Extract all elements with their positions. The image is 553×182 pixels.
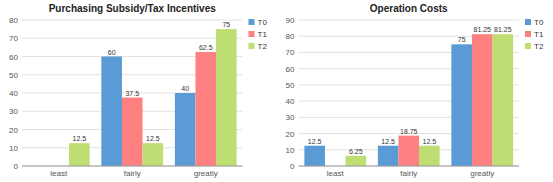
legend: T0 T1 T2 [525, 18, 544, 51]
y-tick-label: 40 [286, 97, 295, 106]
data-label: 12.5 [308, 138, 322, 145]
data-label: 37.5 [125, 90, 139, 97]
legend-swatch [249, 31, 255, 37]
bar [346, 156, 367, 166]
panel: Purchasing Subsidy/Tax Incentives 0 10 20 30… [9, 3, 267, 178]
y-tick-label: 40 [9, 89, 18, 98]
title: Operation Costs [370, 3, 448, 14]
y-tick-label: 70 [286, 48, 295, 57]
bar [69, 143, 90, 166]
data-labels: 60 40 37.5 62.5 12.5 12.5 75 [73, 21, 231, 142]
data-label: 75 [222, 21, 230, 28]
bar [122, 98, 143, 166]
grid-line [22, 20, 243, 21]
data-label: 81.25 [494, 26, 512, 33]
y-tick-label: 20 [9, 126, 18, 135]
y-tick-label: 60 [286, 65, 295, 74]
x-axis-line [22, 166, 243, 167]
bar [451, 44, 472, 166]
y-tick-label: 0 [14, 162, 19, 171]
legend-label: T1 [534, 30, 544, 39]
y-tick-label: 90 [286, 16, 295, 25]
legend-label: T0 [258, 18, 268, 27]
bar [398, 136, 419, 166]
data-label: 60 [108, 49, 116, 56]
data-label: 62.5 [199, 44, 213, 51]
x-axis-line [299, 166, 520, 167]
legend-swatch [525, 31, 531, 37]
bar [472, 34, 493, 166]
legend-swatch [525, 19, 531, 25]
data-label: 12.5 [423, 138, 437, 145]
legend-label: T1 [258, 30, 268, 39]
bar [216, 29, 237, 166]
data-label: 81.25 [473, 26, 491, 33]
bars [69, 29, 237, 166]
bar [419, 146, 440, 166]
x-tick-label: fairly [400, 169, 417, 178]
bars [304, 34, 513, 166]
y-tick-label: 10 [286, 146, 295, 155]
y-tick-label: 70 [9, 34, 18, 43]
grid-line [22, 38, 243, 39]
x-tick-label: greatly [470, 169, 494, 178]
y-tick-label: 30 [286, 113, 295, 122]
y-tick-label: 30 [9, 107, 18, 116]
bar [175, 93, 196, 166]
chart-canvas: Purchasing Subsidy/Tax Incentives 0 10 20 30… [0, 0, 553, 182]
bar [378, 146, 399, 166]
legend-label: T2 [534, 42, 544, 51]
legend-label: T2 [258, 42, 268, 51]
y-tick-label: 10 [9, 144, 18, 153]
data-label: 40 [181, 85, 189, 92]
x-tick-label: least [327, 169, 345, 178]
x-tick-label: fairly [124, 169, 141, 178]
bar [195, 52, 216, 166]
grid-line [299, 166, 520, 167]
grid-line [299, 20, 520, 21]
data-labels: 12.5 12.5 75 18.75 81.25 6.25 12.5 81.25 [308, 26, 512, 155]
legend-swatch [249, 19, 255, 25]
bar [101, 57, 122, 167]
data-label: 18.75 [400, 128, 418, 135]
y-tick-label: 80 [286, 32, 295, 41]
x-tick-label: least [50, 169, 68, 178]
legend-swatch [525, 43, 531, 49]
y-tick-label: 0 [290, 162, 295, 171]
y-tick-label: 20 [286, 130, 295, 139]
bar [304, 146, 325, 166]
data-label: 12.5 [381, 138, 395, 145]
data-label: 12.5 [73, 135, 87, 142]
y-tick-label: 80 [9, 16, 18, 25]
bar [493, 34, 514, 166]
legend-swatch [249, 43, 255, 49]
data-label: 6.25 [349, 148, 363, 155]
y-tick-label: 50 [286, 81, 295, 90]
legend: T0 T1 T2 [249, 18, 268, 51]
y-tick-label: 50 [9, 71, 18, 80]
panel: Operation Costs010203040506070809012.512… [286, 3, 544, 178]
x-tick-label: greatly [194, 169, 218, 178]
title: Purchasing Subsidy/Tax Incentives [49, 3, 217, 14]
grid-line [22, 166, 243, 167]
data-label: 75 [458, 36, 466, 43]
data-label: 12.5 [146, 135, 160, 142]
legend-label: T0 [534, 18, 544, 27]
y-tick-label: 60 [9, 53, 18, 62]
bar [143, 143, 164, 166]
